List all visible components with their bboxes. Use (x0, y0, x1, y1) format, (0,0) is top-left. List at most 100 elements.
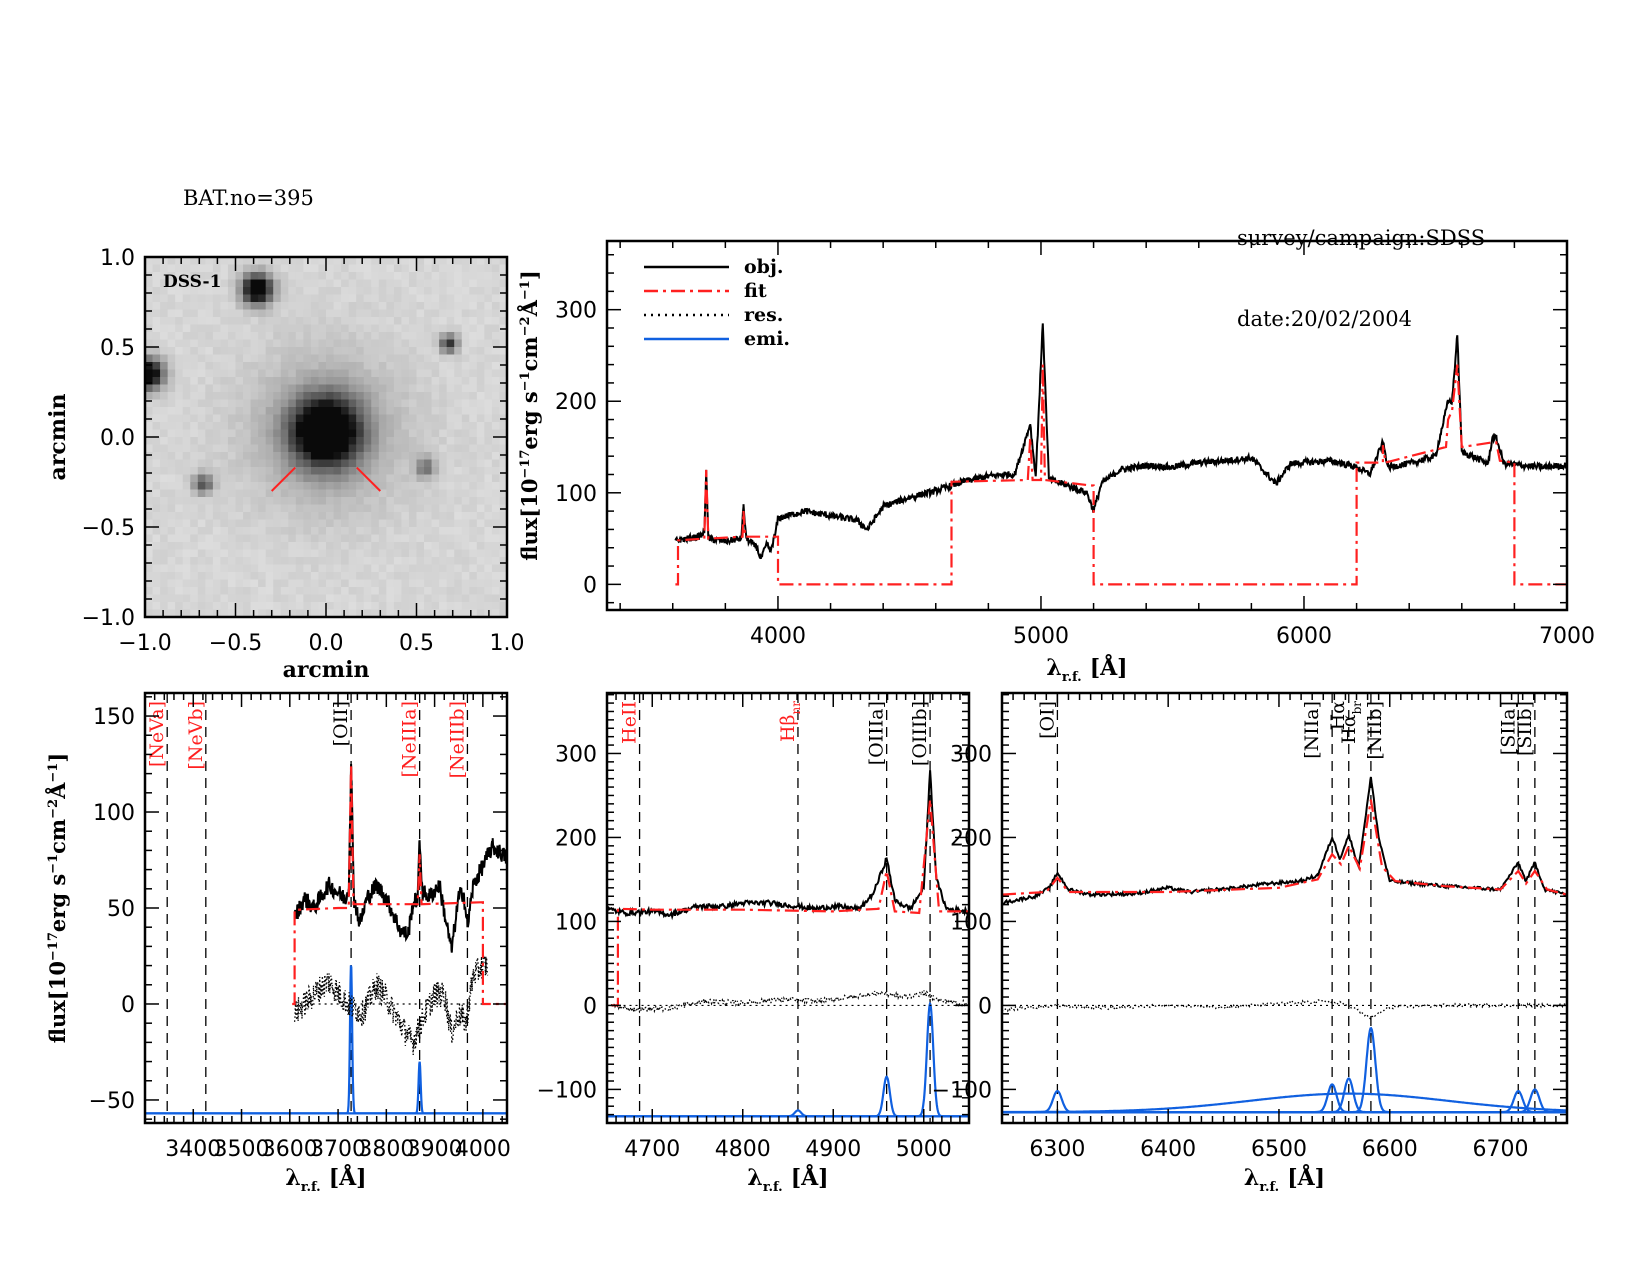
pixel (341, 482, 350, 490)
pixel (454, 347, 463, 355)
pixel (386, 332, 395, 340)
pixel (341, 557, 350, 565)
pixel (288, 609, 297, 618)
pixel (220, 414, 229, 423)
pixel (182, 474, 191, 483)
pixel (333, 332, 342, 340)
pixel (295, 354, 304, 363)
pixel (469, 452, 478, 460)
pixel (182, 542, 191, 550)
pixel (288, 489, 297, 498)
pixel (310, 294, 319, 303)
pixel (348, 392, 357, 400)
target-marker-left (270, 466, 296, 492)
pixel (371, 294, 380, 303)
pixel (348, 302, 357, 310)
pixel (303, 339, 312, 348)
pixel (205, 557, 214, 565)
pixel (341, 542, 350, 550)
pixel (265, 474, 274, 483)
pixel (235, 587, 244, 595)
pixel (476, 504, 485, 513)
pixel (318, 557, 327, 565)
object-spectrum (674, 323, 1567, 560)
pixel (363, 272, 372, 280)
pixel (250, 399, 259, 408)
pixel (182, 302, 191, 310)
pixel (318, 579, 327, 588)
pixel (227, 572, 236, 580)
line-id-label: Hαbr (1338, 701, 1364, 744)
pixel (205, 339, 214, 348)
pixel (408, 257, 417, 265)
pixel (265, 272, 274, 280)
pixel (175, 294, 184, 303)
pixel (250, 392, 259, 400)
pixel (348, 459, 357, 468)
pixel (484, 384, 493, 393)
pixel (205, 429, 214, 438)
pixel (310, 332, 319, 340)
pixel (212, 489, 221, 498)
pixel (424, 354, 432, 363)
pixel (378, 474, 387, 483)
pixel (461, 564, 470, 573)
pixel (273, 542, 282, 550)
pixel (333, 587, 342, 595)
pixel (476, 534, 485, 543)
pixel (258, 482, 267, 490)
pixel (205, 609, 214, 618)
pixel (190, 324, 199, 333)
pixel (439, 504, 448, 513)
pixel (303, 354, 312, 363)
pixel (160, 527, 169, 535)
pixel (318, 549, 327, 558)
pixel (152, 272, 161, 280)
pixel (280, 272, 289, 280)
pixel (401, 332, 410, 340)
pixel (258, 332, 267, 340)
pixel (310, 542, 319, 550)
pixel (499, 549, 508, 558)
pixel (318, 429, 327, 438)
pixel (326, 429, 334, 438)
pixel (326, 602, 334, 610)
pixel (265, 392, 274, 400)
pixel (235, 429, 244, 438)
pixel (265, 534, 274, 543)
pixel (386, 519, 395, 528)
pixel (303, 272, 312, 280)
pixel (491, 257, 500, 265)
pixel (175, 474, 184, 483)
pixel (182, 399, 191, 408)
pixel (348, 422, 357, 430)
pixel (220, 467, 229, 475)
pixel (446, 279, 455, 288)
pixel (288, 527, 297, 535)
pixel (288, 407, 297, 415)
pixel (393, 557, 402, 565)
pixel (401, 572, 410, 580)
pixel (416, 572, 425, 580)
pixel (333, 534, 342, 543)
pixel (356, 324, 365, 333)
pixel (326, 579, 334, 588)
pixel (401, 534, 410, 543)
pixel (416, 309, 425, 318)
pixel (175, 534, 184, 543)
pixel (235, 557, 244, 565)
pixel (280, 309, 289, 318)
pixel (401, 339, 410, 348)
pixel (371, 414, 380, 423)
pixel (235, 459, 244, 468)
pixel (333, 572, 342, 580)
pixel (295, 362, 304, 370)
pixel (235, 564, 244, 573)
pixel (235, 489, 244, 498)
pixel (250, 542, 259, 550)
pixel (424, 294, 432, 303)
y-tick-label: 0 (583, 573, 597, 598)
pixel (243, 399, 251, 408)
pixel (167, 407, 176, 415)
pixel (288, 309, 297, 318)
